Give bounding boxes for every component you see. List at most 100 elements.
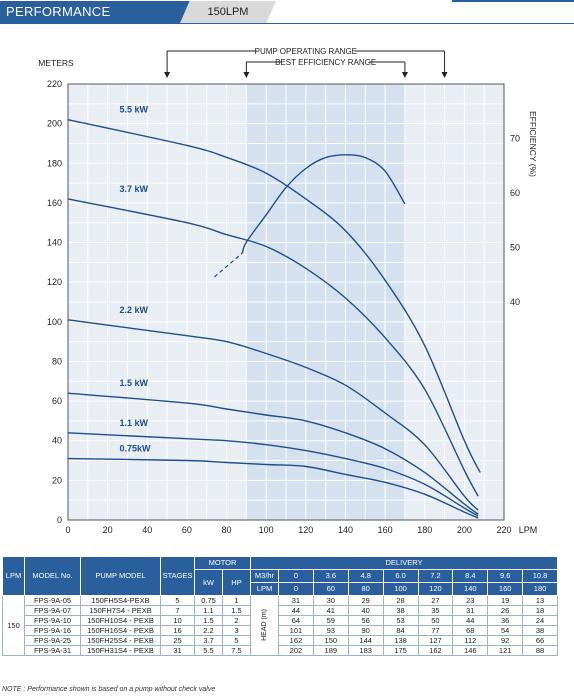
head-value-cell: 38 [522,625,558,636]
operating-range-right-arrow-head [441,72,448,78]
performance-chart: 0 20 40 60 80 100 120 140 160 180 200 220 LPM 0 20 40 60… [38,46,538,535]
head-value-cell: 93 [312,625,349,636]
m3hr-cell: 8.4 [452,569,489,583]
table-row: FPS-9A-10 150FH10S4 - PEXB 10 1.5 2 64 59 56 53 5… [3,615,558,626]
m3hr-cell: 0 [278,569,314,583]
head-value-cell: 31 [278,595,314,606]
spec-table: LPM MODEL No. PUMP MODEL STAGES MOTOR DE… [2,556,558,656]
head-value-cell: 112 [452,635,489,646]
curve-line [67,319,479,511]
head-value-cell: 183 [347,645,384,656]
x-tick-label: 220 [496,525,511,535]
head-value-cell: 88 [522,645,558,656]
table-row: 150 FPS-9A-05 150FH5S4-PEXB 5 0.75 1 HEAD (m) 3… [2,595,558,656]
x-tick-label: 80 [222,525,232,535]
head-value-cell: 27 [417,595,454,606]
head-value-cell: 202 [278,645,314,656]
col-lpm: LPM [2,556,25,596]
head-value-cell: 18 [522,605,558,616]
hp-cell: 5 [222,635,251,646]
head-value-cell: 66 [522,635,558,646]
x-tick-label: 60 [182,525,192,535]
hp-cell: 1.5 [222,605,251,616]
efficiency-curve [241,154,406,254]
head-value-cell: 56 [347,615,384,626]
col-stages: STAGES [160,556,195,596]
row-lpm-label: LPM [250,582,279,596]
x-tick-label: 200 [457,525,472,535]
efficiency-range-label: BEST EFFICIENCY RANGE [275,58,376,67]
pump-model-cell: 150FH10S4 - PEXB [80,615,161,626]
x-tick-label: 100 [259,525,274,535]
pump-model-cell: 150FH16S4 - PEXB [80,625,161,636]
model-no-cell: FPS-9A-25 [24,635,81,646]
head-value-cell: 90 [347,625,384,636]
head-value-cell: 175 [382,645,419,656]
x-axis-label: LPM [519,525,538,535]
hp-cell: 3 [222,625,251,636]
y-tick-label: 220 [47,79,62,89]
y-tick-label: 160 [47,198,62,208]
curve-line [67,119,481,473]
x-tick-label: 20 [103,525,113,535]
operating-range-left-arrow-head [164,72,171,78]
m3hr-cell: 7.2 [417,569,454,583]
curve-line [67,432,479,517]
hp-cell: 1 [222,595,251,606]
header-bar: PERFORMANCE 150LPM [0,0,574,26]
curve-line [67,457,479,519]
col-model-no: MODEL No. [24,556,81,596]
lpm-cell: 180 [522,582,558,596]
head-value-cell: 36 [487,615,524,626]
efficiency-range-right-arrow-head [401,72,408,78]
y2-axis-label: EFFICIENCY (%) [528,111,538,177]
table-row: FPS-9A-16 150FH16S4 - PEXB 16 2.2 3 101 93 90 84… [3,625,558,636]
lpm-cell: 120 [417,582,454,596]
model-no-cell: FPS-9A-05 [24,595,81,606]
m3hr-cell: 9.6 [487,569,524,583]
curve-label: 1.1 kW [120,418,149,428]
section-subtitle: 150LPM [180,1,276,23]
head-value-cell: 35 [417,605,454,616]
curve-label: 3.7 kW [120,184,149,194]
y-tick-label: 80 [52,356,62,366]
head-value-cell: 13 [522,595,558,606]
head-value-cell: 44 [452,615,489,626]
col-kw: kW [194,569,223,596]
x-tick-label: 40 [142,525,152,535]
model-no-cell: FPS-9A-16 [24,625,81,636]
y-tick-label: 20 [52,475,62,485]
curve-label: 2.2 kW [120,305,149,315]
head-value-cell: 59 [312,615,349,626]
stages-cell: 31 [160,645,195,656]
col-motor: MOTOR [194,556,251,570]
head-value-cell: 23 [452,595,489,606]
section-title: PERFORMANCE [0,1,200,23]
lpm-cell: 0 [278,582,314,596]
stages-cell: 16 [160,625,195,636]
head-value-cell: 150 [312,635,349,646]
kw-cell: 1.1 [194,605,223,616]
head-value-cell: 29 [347,595,384,606]
curve-label: 0.75kW [120,444,152,454]
head-value-cell: 50 [417,615,454,626]
lpm-cell: 100 [382,582,419,596]
head-value-cell: 189 [312,645,349,656]
table-row: FPS-9A-25 150FH25S4 - PEXB 25 3.7 5 162 150 144… [3,635,558,646]
lpm-cell: 80 [347,582,384,596]
head-value-cell: 146 [452,645,489,656]
head-value-cell: 54 [487,625,524,636]
head-value-cell: 121 [487,645,524,656]
m3hr-cell: 10.8 [522,569,558,583]
head-value-cell: 38 [382,605,419,616]
col-pump-model: PUMP MODEL [80,556,161,596]
operating-range-label: PUMP OPERATING RANGE [255,47,357,56]
kw-cell: 2.2 [194,625,223,636]
hp-cell: 2 [222,615,251,626]
y-tick-label: 100 [47,317,62,327]
y2-tick-label: 60 [510,188,520,198]
stages-cell: 25 [160,635,195,646]
col-hp: HP [222,569,251,596]
head-value-cell: 24 [522,615,558,626]
head-label: HEAD (m) [261,608,268,641]
